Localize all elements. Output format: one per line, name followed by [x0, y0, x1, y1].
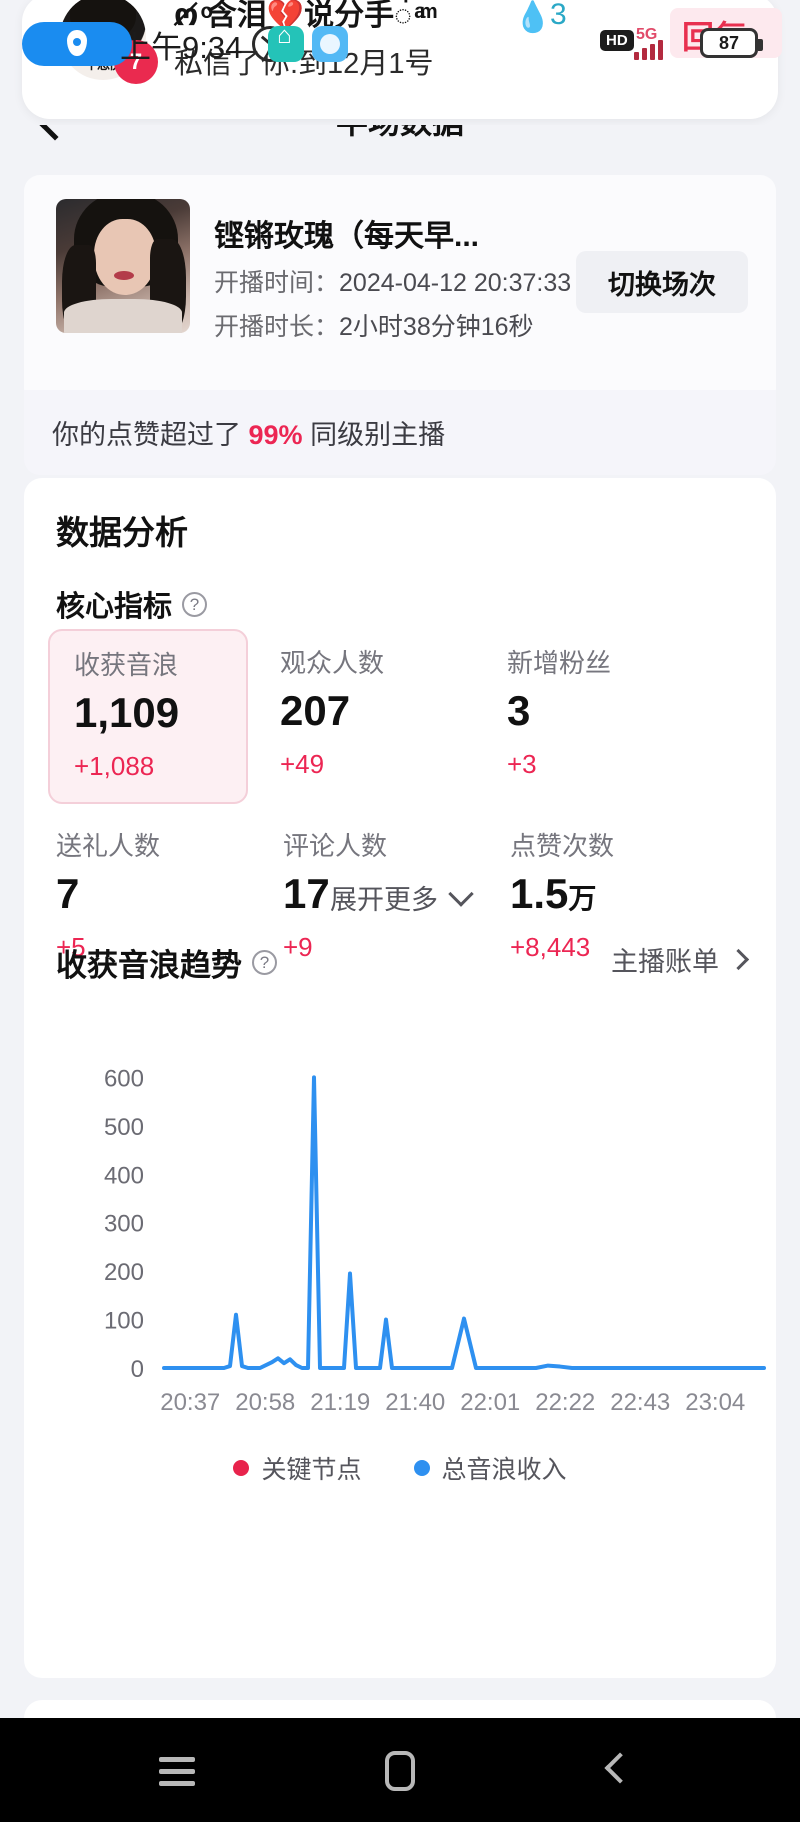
legend-dot-red-icon — [233, 1460, 250, 1476]
svg-text:22:43: 22:43 — [610, 1389, 670, 1416]
svg-text:22:01: 22:01 — [460, 1389, 520, 1416]
metric-value: 207 — [280, 687, 351, 734]
rank-prefix: 你的点赞超过了 — [52, 420, 249, 450]
metric-delta: +8,443 — [510, 932, 591, 962]
metric-delta: +49 — [280, 749, 325, 779]
svg-text:0: 0 — [131, 1356, 144, 1383]
trend-header: 收获音浪趋势 ? 主播账单 — [56, 940, 750, 985]
duration-label: 开播时长： — [214, 313, 340, 341]
svg-text:20:58: 20:58 — [235, 1389, 295, 1416]
svg-text:600: 600 — [104, 1065, 144, 1092]
status-bar-time: 上午9:34 — [120, 30, 243, 65]
core-metrics-title: 核心指标 ? — [56, 583, 208, 625]
signal-icon — [634, 40, 663, 60]
legend-item-total-income[interactable]: 总音浪收入 — [413, 1450, 567, 1486]
rank-suffix: 同级别主播 — [302, 420, 446, 450]
rank-text: 你的点赞超过了 99% 同级别主播 — [52, 413, 445, 452]
avatar — [56, 199, 190, 333]
svg-text:21:19: 21:19 — [310, 1389, 370, 1416]
svg-text:23:04: 23:04 — [685, 1389, 745, 1416]
duration-row: 开播时长：2小时38分钟16秒 — [214, 307, 534, 343]
home-shield-icon — [268, 22, 304, 62]
streamer-name: 铿锵玫瑰（每天早... — [214, 220, 480, 253]
metric-delta: +3 — [507, 749, 537, 779]
metric-card-new-fans[interactable]: 新增粉丝 3 +3 — [475, 643, 702, 804]
chevron-right-icon — [727, 948, 750, 971]
metric-label: 观众人数 — [280, 648, 385, 678]
section-title: 数据分析 — [56, 514, 188, 551]
yinlang-trend-chart[interactable]: 0 100 200 300 400 500 600 20:37 20:58 21:19 21:40 2… — [24, 1018, 776, 1638]
expand-more-label: 展开更多 — [330, 885, 438, 915]
start-time-row: 开播时间：2024-04-12 20:37:33 — [214, 263, 571, 299]
metric-label: 送礼人数 — [56, 831, 161, 861]
trend-title: 收获音浪趋势 ? — [56, 940, 277, 985]
metric-delta: +5 — [56, 932, 86, 962]
core-metrics-label: 核心指标 — [56, 591, 173, 623]
metric-value: 7 — [56, 870, 80, 917]
location-pin-icon — [22, 22, 132, 66]
switch-session-button[interactable]: 切换场次 — [576, 251, 748, 313]
live-session-card: 铿锵玫瑰（每天早... 开播时间：2024-04-12 20:37:33 开播时… — [24, 175, 776, 405]
svg-text:500: 500 — [104, 1114, 144, 1141]
svg-text:21:40: 21:40 — [385, 1389, 445, 1416]
flame-icon: 💧 — [514, 1, 552, 34]
metric-card-yinlang[interactable]: 收获音浪 1,109 +1,088 — [48, 629, 248, 804]
flame-count: 3 — [550, 0, 567, 31]
network-label: 5G — [636, 26, 658, 43]
hd-icon: HD — [600, 30, 634, 51]
question-circle-icon[interactable]: ? — [252, 950, 277, 975]
metric-value: 1,109 — [74, 689, 180, 736]
battery-icon: 87 — [700, 28, 763, 58]
expand-more-button[interactable]: 展开更多 — [24, 878, 776, 917]
duration-value: 2小时38分钟16秒 — [339, 313, 534, 341]
metric-delta: +1,088 — [74, 751, 155, 781]
chart-legend: 关键节点 总音浪收入 — [24, 1450, 776, 1486]
metric-label: 收获音浪 — [74, 650, 179, 680]
legend-label: 总音浪收入 — [441, 1456, 567, 1484]
analysis-card: 数据分析 核心指标 ? 收获音浪 1,109 +1,088 观众人数 207 +… — [24, 478, 776, 1678]
legend-dot-blue-icon — [413, 1460, 430, 1476]
circle-app-icon — [312, 26, 348, 62]
home-icon[interactable] — [365, 1743, 435, 1797]
metric-card-gifters[interactable]: 送礼人数 7 +5 — [24, 826, 251, 967]
rank-banner: 你的点赞超过了 99% 同级别主播 — [24, 390, 776, 475]
host-bill-label: 主播账单 — [611, 947, 719, 977]
metric-delta: +9 — [283, 932, 313, 962]
notification-title: ო̸ ͦ含泪💔说分手◌ͥ ͣ ͫ — [174, 0, 429, 32]
metrics-row-1: 收获音浪 1,109 +1,088 观众人数 207 +49 新增粉丝 3 +3 — [24, 629, 776, 804]
legend-label: 关键节点 — [261, 1456, 362, 1484]
svg-text:300: 300 — [104, 1211, 144, 1238]
metric-label: 点赞次数 — [510, 831, 615, 861]
svg-text:20:37: 20:37 — [160, 1389, 220, 1416]
start-time-value: 2024-04-12 20:37:33 — [339, 269, 572, 297]
status-notification-overlay: 个悲伤 7 ო̸ ͦ含泪💔说分手◌ͥ ͣ ͫ 私信了你.到12月1号 💧 3 回… — [0, 0, 800, 125]
chart-svg: 0 100 200 300 400 500 600 20:37 20:58 21:19 21:40 2… — [104, 1065, 766, 1416]
svg-text:22:22: 22:22 — [535, 1389, 595, 1416]
trend-title-label: 收获音浪趋势 — [56, 948, 242, 983]
metric-card-likes[interactable]: 点赞次数 1.5万 +8,443 — [478, 826, 705, 967]
metric-card-viewers[interactable]: 观众人数 207 +49 — [248, 643, 475, 804]
metric-value: 17 — [283, 870, 330, 917]
legend-item-keynode[interactable]: 关键节点 — [233, 1450, 362, 1486]
question-circle-icon[interactable]: ? — [182, 591, 208, 617]
chevron-down-icon — [448, 880, 474, 907]
rank-percent: 99% — [248, 420, 303, 450]
core-metrics-grid: 收获音浪 1,109 +1,088 观众人数 207 +49 新增粉丝 3 +3… — [24, 629, 776, 967]
metric-card-commenters[interactable]: 评论人数 17 +9 — [251, 826, 478, 967]
recent-apps-icon[interactable] — [145, 1743, 215, 1797]
host-bill-link[interactable]: 主播账单 — [611, 940, 750, 979]
metric-value: 3 — [507, 687, 531, 734]
svg-text:100: 100 — [104, 1308, 144, 1335]
metric-label: 新增粉丝 — [507, 648, 612, 678]
start-time-label: 开播时间： — [214, 269, 340, 297]
metric-label: 评论人数 — [283, 831, 388, 861]
svg-text:200: 200 — [104, 1259, 144, 1286]
back-icon[interactable] — [585, 1743, 655, 1797]
svg-text:400: 400 — [104, 1162, 144, 1189]
metric-value: 1.5万 — [510, 870, 597, 917]
metrics-row-2: 送礼人数 7 +5 评论人数 17 +9 点赞次数 1.5万 +8,443 — [24, 826, 776, 967]
android-navbar — [0, 1718, 800, 1822]
